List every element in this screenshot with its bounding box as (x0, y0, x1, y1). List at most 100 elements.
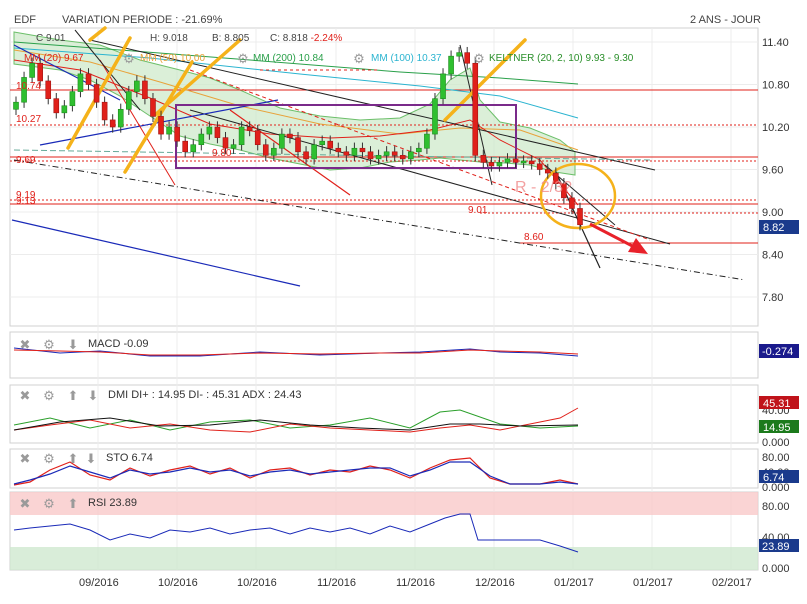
variation-text: VARIATION PERIODE : (62, 14, 182, 26)
candle-body (190, 144, 197, 153)
candle (399, 149, 406, 165)
rsi-oversold-zone (10, 547, 758, 570)
candle (472, 57, 479, 161)
sto-up-arrow-icon[interactable]: ⬆ (67, 451, 79, 466)
candle-body (126, 91, 132, 110)
candle-body (335, 147, 342, 153)
candle (238, 121, 245, 151)
dmi-close-icon[interactable]: ✖ (19, 388, 31, 403)
overlay-mm200[interactable]: MM (200) 10.84 (253, 53, 324, 64)
dmi-plus-line (13, 409, 579, 431)
candle (512, 153, 519, 169)
rsi-close-icon[interactable]: ✖ (19, 496, 31, 511)
overlay-keltner[interactable]: KELTNER (20, 2, 10) 9.93 - 9.30 (489, 53, 633, 64)
candle-body (319, 140, 325, 146)
candle-body (464, 52, 471, 64)
sto-close-icon[interactable]: ✖ (19, 451, 31, 466)
rsi-gear-icon[interactable]: ⚙ (43, 496, 55, 511)
dmi-gear-icon[interactable]: ⚙ (43, 388, 55, 403)
candle (279, 128, 285, 154)
dmi-up-arrow-icon[interactable]: ⬆ (67, 388, 79, 403)
candle (407, 146, 414, 165)
mm-200-line (13, 41, 579, 85)
candle-body (512, 158, 519, 163)
dmi-badge-bottom: 14.95 (763, 422, 791, 434)
overlay-mm100[interactable]: MM (100) 10.37 (371, 53, 442, 64)
price-axis: 11.40 10.80 10.20 9.60 9.00 8.40 7.80 (762, 37, 790, 304)
macd-gear-icon[interactable]: ⚙ (43, 337, 55, 352)
candle-body (246, 126, 253, 131)
candle-body (287, 133, 293, 138)
dmi-down-arrow-icon[interactable]: ⬇ (87, 388, 99, 403)
candle-body (77, 73, 84, 92)
overlay-mm50[interactable]: MM (50) 10.00 (140, 53, 205, 64)
candle-body (279, 133, 285, 149)
candle (432, 93, 438, 140)
level-label-1074: 10.74 (16, 81, 41, 92)
level-label-980: 9.80 (212, 148, 232, 159)
candle (424, 128, 430, 154)
candle (303, 146, 309, 165)
candle (504, 153, 511, 169)
candle-body (544, 169, 551, 174)
dmi-values: DI+ : 14.95 DI- : 45.31 ADX : 24.43 (131, 389, 302, 401)
last-label: C: 8.818 (270, 33, 308, 44)
candle-body (134, 80, 140, 92)
candle-body (109, 119, 116, 128)
candle-body (85, 73, 92, 85)
mm100-value: 10.37 (416, 53, 442, 64)
mm200-gear-icon[interactable]: ⚙ (237, 51, 249, 66)
candle-body (271, 147, 277, 156)
period-label[interactable]: 2 ANS - JOUR (690, 14, 761, 26)
keltner-gear-icon[interactable]: ⚙ (473, 51, 485, 66)
candle-body (528, 160, 535, 165)
keltner-label: KELTNER (20, 2, 10) (489, 53, 583, 64)
x-tick-6: 01/2017 (554, 577, 594, 589)
last-change: -2.24% (310, 33, 343, 44)
candle (335, 142, 342, 158)
candle (117, 103, 124, 133)
price-tick-5: 8.40 (762, 250, 783, 262)
x-tick-0: 09/2016 (79, 577, 119, 589)
candle-body (214, 126, 221, 138)
candle-body (158, 116, 164, 135)
candle-body (53, 98, 60, 114)
candle-body (37, 62, 43, 82)
dmi-panel: 40.0020.000.000 45.31 14.95 (13, 396, 799, 449)
level-labels: 10.74 10.27 9.69 9.80 9.19 9.13 9.01 8.6… (16, 81, 572, 243)
indicators-sto-ticks-0: 80.00 (762, 452, 790, 464)
x-tick-5: 12/2016 (475, 577, 515, 589)
macd-close-icon[interactable]: ✖ (19, 337, 31, 352)
candle-body (198, 133, 205, 146)
candle (311, 139, 317, 165)
rsi-up-arrow-icon[interactable]: ⬆ (67, 496, 79, 511)
ohlc-close: C 9.01 (36, 33, 65, 44)
candle-body (295, 137, 301, 153)
sto-k-line (13, 457, 579, 486)
macd-down-arrow-icon[interactable]: ⬇ (67, 337, 79, 352)
level-label-901: 9.01 (468, 205, 488, 216)
candle (230, 139, 237, 154)
candle-body (142, 80, 148, 99)
keltner-value: 9.93 - 9.30 (585, 53, 634, 64)
adx-line (13, 417, 579, 431)
candle (37, 57, 43, 87)
candle (520, 155, 527, 169)
sto-down-arrow-icon[interactable]: ⬇ (85, 451, 97, 466)
level-label-860: 8.60 (524, 232, 544, 243)
mm20-label: MM (20) (24, 53, 62, 64)
highlight-ellipse (539, 162, 617, 230)
price-tick-4: 9.00 (762, 207, 783, 219)
mm50-gear-icon[interactable]: ⚙ (123, 51, 135, 66)
mm100-gear-icon[interactable]: ⚙ (353, 51, 365, 66)
macd-badge-value: -0.274 (762, 346, 793, 358)
sto-d-line (13, 461, 579, 485)
candle-body (488, 162, 495, 167)
candle-body (504, 158, 511, 163)
candle-body (343, 151, 350, 156)
time-axis: 09/2016 10/2016 10/2016 11/2016 11/2016 12/20… (79, 577, 752, 589)
overlay-mm20[interactable]: MM (20) 9.67 (24, 53, 83, 64)
sto-gear-icon[interactable]: ⚙ (43, 451, 55, 466)
level-label-969: 9.69 (16, 155, 36, 166)
mm50-value: 10.00 (180, 53, 206, 64)
